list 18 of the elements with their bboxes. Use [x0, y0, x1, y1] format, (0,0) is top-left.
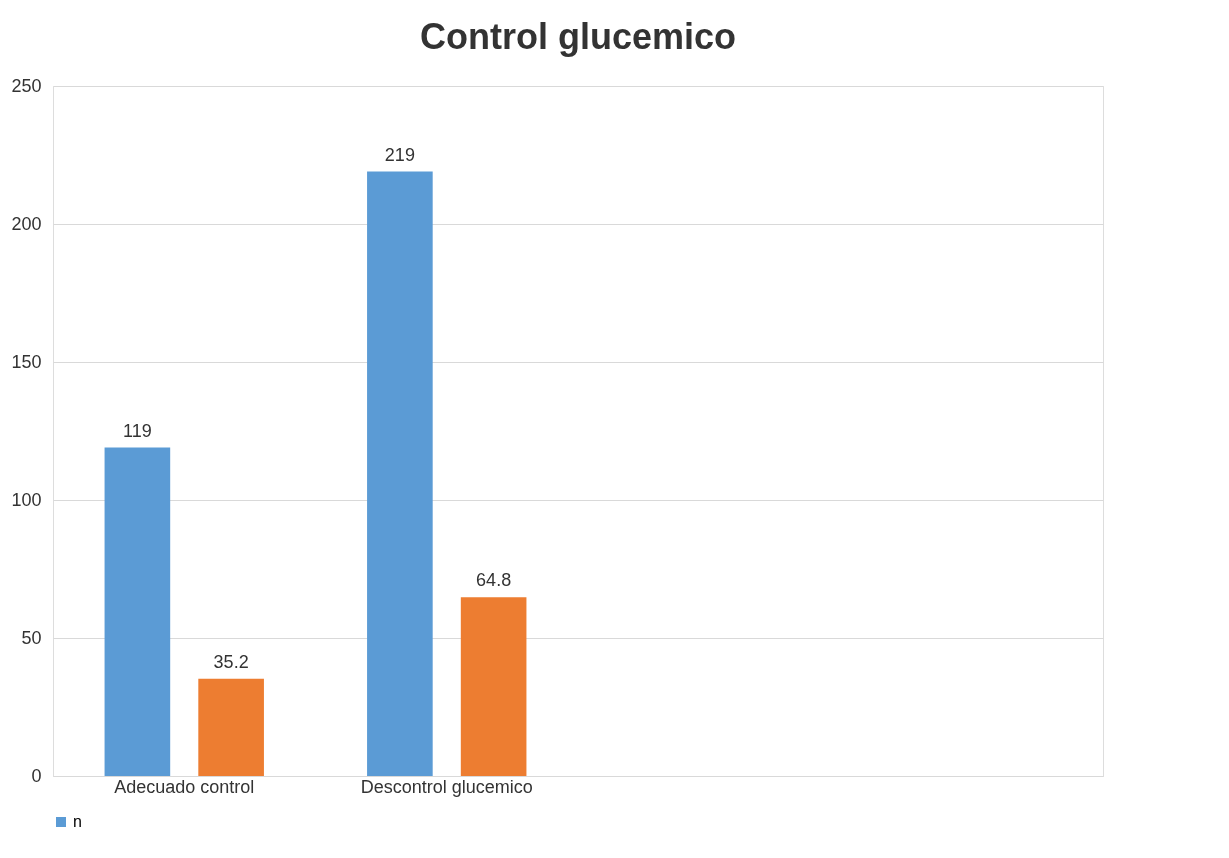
y-tick-label: 50: [21, 627, 42, 648]
bar: [460, 597, 527, 776]
x-tick-label: Adecuado control: [114, 776, 255, 797]
y-tick-label: 100: [11, 489, 42, 510]
y-tick-label: 250: [11, 75, 42, 96]
bar: [104, 447, 171, 776]
bar: [198, 678, 264, 776]
y-tick-label: 150: [11, 351, 42, 372]
data-label: 64.8: [476, 570, 512, 591]
x-tick-label: Descontrol glucemico: [360, 776, 533, 797]
data-label: 219: [384, 144, 415, 165]
bar: [367, 171, 433, 776]
data-label: 35.2: [213, 651, 249, 672]
legend-label: n: [73, 813, 82, 830]
data-label: 119: [123, 420, 152, 441]
y-tick-label: 200: [11, 213, 42, 234]
y-tick-label: 0: [31, 765, 42, 786]
chart-title: Control glucemico: [419, 16, 737, 57]
